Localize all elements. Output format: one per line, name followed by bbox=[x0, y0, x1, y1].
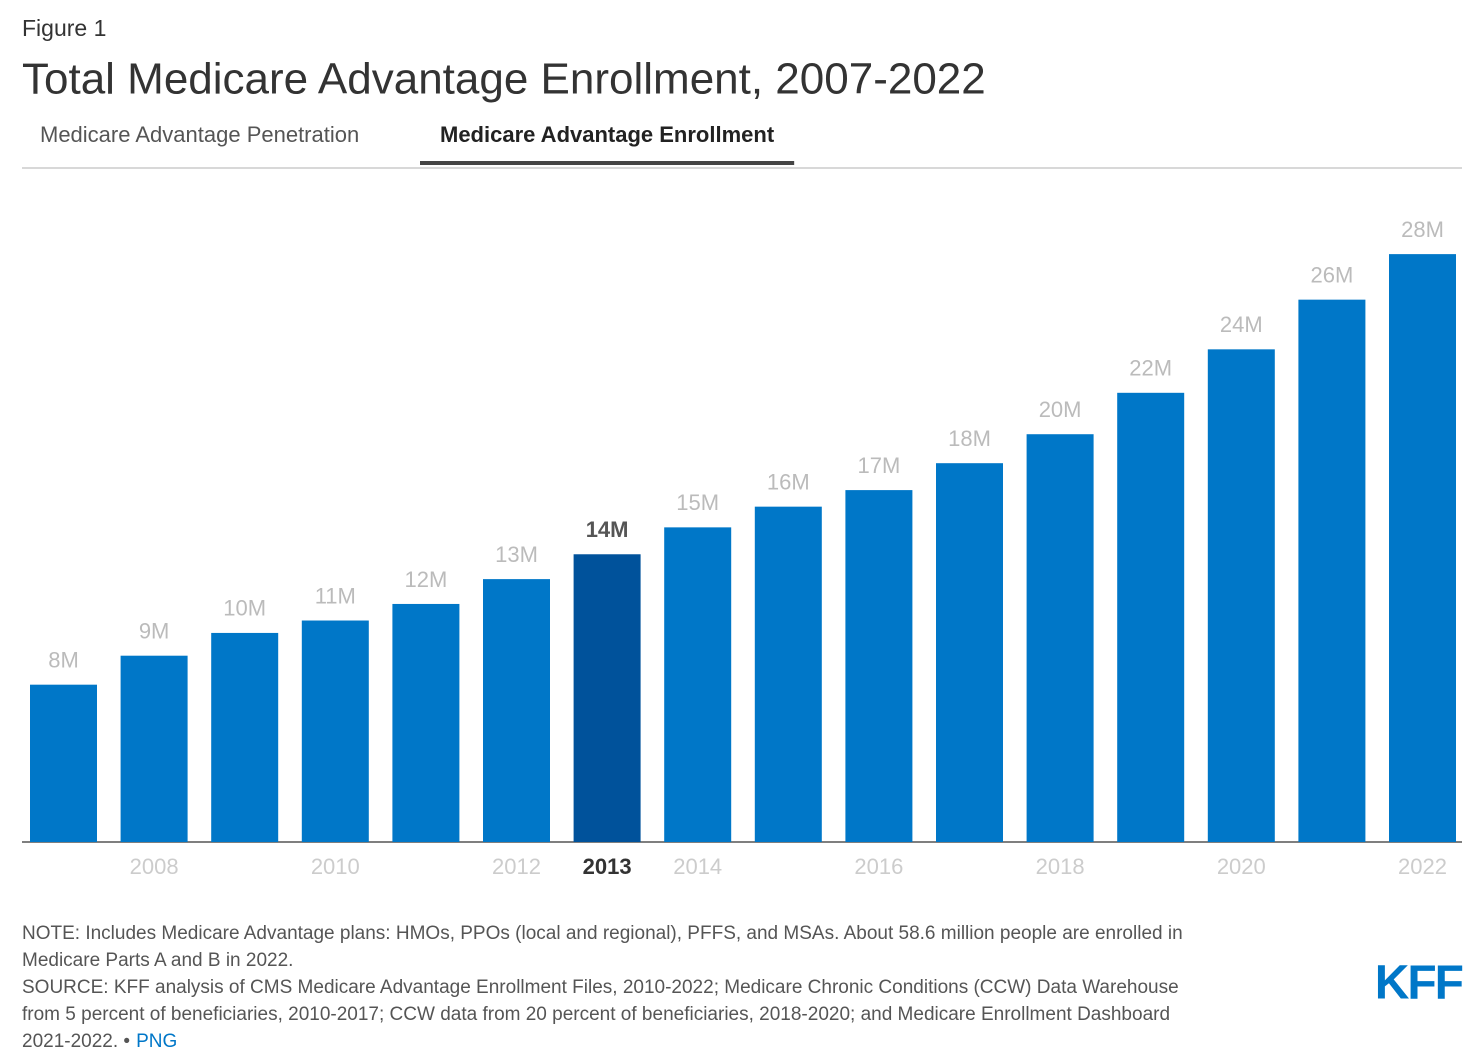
footer-line: SOURCE: KFF analysis of CMS Medicare Adv… bbox=[22, 977, 1179, 998]
bar bbox=[754, 506, 822, 842]
value-label: 13M bbox=[495, 542, 538, 567]
value-label: 18M bbox=[948, 426, 991, 451]
png-link[interactable]: PNG bbox=[136, 1031, 177, 1052]
chart-title: Total Medicare Advantage Enrollment, 200… bbox=[22, 55, 986, 104]
footer-line: NOTE: Includes Medicare Advantage plans:… bbox=[22, 923, 1183, 944]
bar bbox=[301, 620, 369, 842]
value-label: 26M bbox=[1311, 262, 1354, 287]
value-label: 14M bbox=[586, 517, 629, 542]
value-label: 10M bbox=[223, 596, 266, 621]
bar bbox=[1389, 254, 1456, 842]
value-label: 9M bbox=[139, 619, 170, 644]
value-label: 24M bbox=[1220, 312, 1263, 337]
bar bbox=[30, 684, 97, 842]
x-tick-label: 2014 bbox=[673, 854, 722, 879]
value-label: 17M bbox=[858, 453, 901, 478]
value-label: 22M bbox=[1129, 356, 1172, 381]
footer-line: Medicare Parts A and B in 2022. bbox=[22, 950, 293, 971]
x-tick-label: 2012 bbox=[492, 854, 541, 879]
value-label: 28M bbox=[1401, 217, 1444, 242]
active-tab-underline bbox=[420, 161, 795, 165]
x-tick-label: 2020 bbox=[1217, 854, 1266, 879]
bar bbox=[936, 463, 1003, 842]
footer-line: from 5 percent of beneficiaries, 2010-20… bbox=[22, 1004, 1170, 1025]
x-tick-label: 2016 bbox=[854, 854, 903, 879]
bar bbox=[392, 603, 460, 842]
tab[interactable]: Medicare Advantage Enrollment bbox=[440, 122, 775, 147]
bar bbox=[1026, 434, 1094, 842]
x-tick-label: 2018 bbox=[1036, 854, 1085, 879]
bar bbox=[573, 554, 641, 842]
x-tick-label: 2013 bbox=[583, 854, 632, 879]
x-tick-label: 2008 bbox=[130, 854, 179, 879]
x-tick-label: 2010 bbox=[311, 854, 360, 879]
footer-line: 2021-2022. • bbox=[22, 1031, 130, 1052]
value-label: 16M bbox=[767, 469, 810, 494]
bar bbox=[664, 527, 732, 842]
figure-label: Figure 1 bbox=[22, 15, 106, 41]
bar bbox=[1207, 349, 1275, 842]
bar bbox=[845, 490, 913, 842]
value-label: 12M bbox=[405, 567, 448, 592]
bar bbox=[120, 655, 188, 842]
value-label: 11M bbox=[315, 583, 356, 608]
value-label: 8M bbox=[48, 647, 79, 672]
value-label: 15M bbox=[676, 490, 719, 515]
x-tick-label: 2022 bbox=[1398, 854, 1447, 879]
tab[interactable]: Medicare Advantage Penetration bbox=[40, 122, 359, 147]
bar bbox=[1298, 299, 1366, 842]
logo: KFF bbox=[1375, 957, 1463, 1010]
bar bbox=[1117, 392, 1185, 842]
bar bbox=[483, 579, 550, 842]
value-label: 20M bbox=[1039, 397, 1082, 422]
bar bbox=[211, 632, 279, 842]
